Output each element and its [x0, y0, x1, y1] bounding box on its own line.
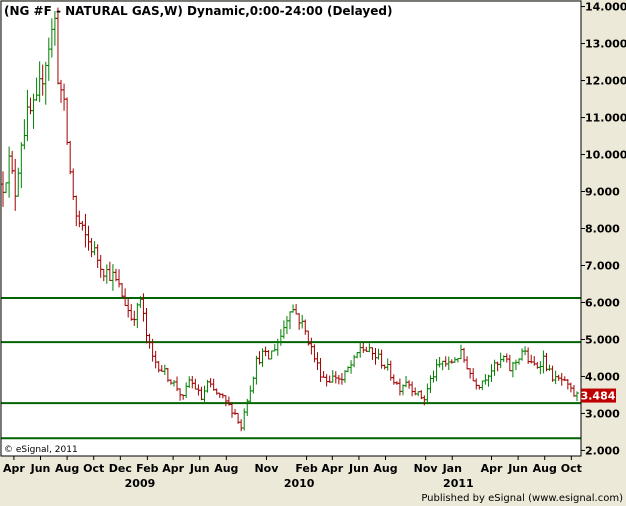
y-tick-label: 3.000 [585, 407, 620, 420]
x-axis-years: 2009 2010 2011 [125, 477, 474, 490]
x-tick-label: Apr [3, 462, 25, 475]
x-tick-label: Aug [533, 462, 557, 475]
x-tick-label: Jun [348, 462, 369, 475]
y-tick-label: 8.000 [585, 223, 620, 236]
ohlc-bar [575, 391, 579, 402]
x-tick-label: Jun [507, 462, 528, 475]
x-year-label: 2009 [125, 477, 156, 490]
copyright-text: © eSignal, 2011 [4, 445, 78, 455]
x-tick-label: Nov [414, 462, 439, 475]
price-bars [1, 7, 579, 432]
x-tick-label: Aug [373, 462, 397, 475]
x-tick-label: Oct [83, 462, 104, 475]
x-tick-label: Feb [295, 462, 318, 475]
last-price-badge [581, 388, 616, 403]
x-tick-label: Jun [189, 462, 210, 475]
y-tick-label: 4.000 [585, 370, 620, 383]
x-tick-label: Feb [136, 462, 159, 475]
last-price-value: 3.484 [581, 390, 616, 403]
x-tick-label: Aug [55, 462, 79, 475]
x-year-label: 2010 [284, 477, 315, 490]
horizontal-level-lines [1, 297, 581, 440]
x-tick-label: Oct [561, 462, 582, 475]
y-tick-label: 9.000 [585, 186, 620, 199]
y-tick-label: 5.000 [585, 333, 620, 346]
x-tick-label: Nov [254, 462, 279, 475]
y-tick-label: 6.000 [585, 296, 620, 309]
x-axis: Apr Jun Aug Oct Dec Feb Apr Jun Aug Nov Feb Apr Jun A… [3, 456, 582, 475]
y-axis: 14.000 13.000 12.000 11.000 10.000 9.000 8.000… [581, 1, 626, 457]
x-tick-label: Aug [214, 462, 238, 475]
published-by-text: Published by eSignal (www.esignal.com) [421, 493, 623, 504]
x-tick-label: Dec [109, 462, 132, 475]
y-tick-label: 10.000 [585, 149, 626, 162]
plot-area [1, 1, 581, 456]
y-tick-label: 13.000 [585, 38, 626, 51]
y-tick-label: 12.000 [585, 75, 626, 88]
y-tick-label: 11.000 [585, 112, 626, 125]
x-tick-label: Jun [30, 462, 51, 475]
x-tick-label: Apr [481, 462, 503, 475]
y-tick-label: 14.000 [585, 1, 626, 14]
x-tick-label: Apr [162, 462, 184, 475]
x-tick-label: Jan [442, 462, 462, 475]
x-tick-label: Apr [321, 462, 343, 475]
chart-title: (NG #F - NATURAL GAS,W) Dynamic,0:00-24:… [4, 4, 392, 18]
x-year-label: 2011 [443, 477, 474, 490]
y-tick-label: 7.000 [585, 259, 620, 272]
y-tick-label: 2.000 [585, 444, 620, 457]
